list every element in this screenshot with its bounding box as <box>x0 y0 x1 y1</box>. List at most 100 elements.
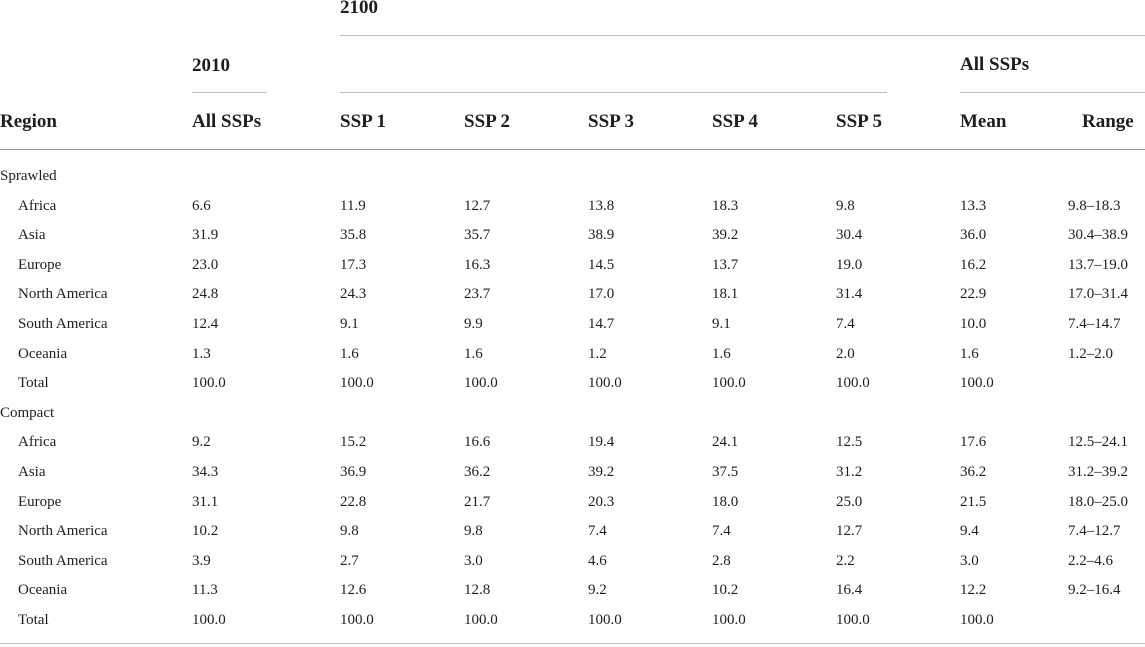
column-header-ssp5: SSP 5 <box>836 111 882 132</box>
cell-ssp2: 12.7 <box>464 197 491 214</box>
cell-all-ssps-2010: 23.0 <box>192 256 219 273</box>
cell-mean: 16.2 <box>960 256 987 273</box>
cell-ssp5: 31.2 <box>836 464 863 480</box>
cell-ssp2: 100.0 <box>464 375 498 392</box>
cell-ssp2: 100.0 <box>464 612 498 628</box>
column-header-region: Region <box>0 111 57 132</box>
cell-ssp1: 100.0 <box>340 375 374 392</box>
cell-region: Asia <box>18 227 46 244</box>
cell-ssp3: 1.2 <box>588 345 607 362</box>
column-header-ssp3: SSP 3 <box>588 111 634 132</box>
cell-ssp4: 2.8 <box>712 552 731 569</box>
cell-region: Asia <box>18 464 46 480</box>
cell-ssp3: 39.2 <box>588 464 615 480</box>
column-header-ssp1: SSP 1 <box>340 111 386 132</box>
cell-range: 7.4–14.7 <box>1068 316 1121 332</box>
cell-ssp2: 35.7 <box>464 227 491 244</box>
cell-mean: 10.0 <box>960 316 987 332</box>
cell-region: Total <box>18 375 49 392</box>
cell-ssp1: 1.6 <box>340 345 359 362</box>
cell-ssp4: 39.2 <box>712 227 739 244</box>
column-header-ssp2: SSP 2 <box>464 111 510 132</box>
cell-ssp2: 23.7 <box>464 286 491 303</box>
cell-region: Africa <box>18 197 57 214</box>
cell-mean: 100.0 <box>960 375 994 392</box>
cell-all-ssps-2010: 100.0 <box>192 375 226 392</box>
column-header-2010-all-ssps: All SSPs <box>192 111 262 132</box>
cell-region: South America <box>18 316 108 332</box>
cell-all-ssps-2010: 6.6 <box>192 197 211 214</box>
cell-ssp1: 2.7 <box>340 552 359 569</box>
cell-ssp4: 13.7 <box>712 256 739 273</box>
cell-ssp5: 16.4 <box>836 582 863 599</box>
cell-ssp5: 2.0 <box>836 345 855 362</box>
header-rule-all-ssps <box>960 92 1145 93</box>
cell-ssp3: 20.3 <box>588 493 615 510</box>
cell-all-ssps-2010: 31.9 <box>192 227 219 244</box>
cell-ssp2: 12.8 <box>464 582 491 599</box>
header-year-2010: 2010 <box>192 55 230 76</box>
cell-ssp4: 18.3 <box>712 197 739 214</box>
cell-ssp1: 100.0 <box>340 612 374 628</box>
cell-mean: 36.0 <box>960 227 987 244</box>
cell-ssp5: 7.4 <box>836 316 855 332</box>
cell-ssp3: 100.0 <box>588 612 622 628</box>
cell-ssp1: 36.9 <box>340 464 367 480</box>
cell-mean: 13.3 <box>960 197 987 214</box>
cell-ssp1: 11.9 <box>340 197 366 214</box>
column-header-mean: Mean <box>960 111 1007 132</box>
cell-ssp2: 1.6 <box>464 345 483 362</box>
cell-ssp1: 24.3 <box>340 286 367 303</box>
cell-all-ssps-2010: 24.8 <box>192 286 219 303</box>
cell-ssp5: 9.8 <box>836 197 855 214</box>
header-rule-2100 <box>340 35 1145 36</box>
cell-ssp5: 30.4 <box>836 227 863 244</box>
cell-region: Africa <box>18 434 57 451</box>
cell-all-ssps-2010: 100.0 <box>192 612 226 628</box>
cell-ssp3: 19.4 <box>588 434 615 451</box>
cell-ssp4: 9.1 <box>712 316 731 332</box>
cell-ssp5: 12.5 <box>836 434 863 451</box>
cell-ssp3: 9.2 <box>588 582 607 599</box>
cell-ssp4: 18.1 <box>712 286 739 303</box>
cell-range: 18.0–25.0 <box>1068 493 1128 510</box>
header-year-2100: 2100 <box>340 0 378 18</box>
cell-all-ssps-2010: 9.2 <box>192 434 211 451</box>
cell-range: 12.5–24.1 <box>1068 434 1128 451</box>
cell-ssp3: 17.0 <box>588 286 615 303</box>
group-label: Sprawled <box>0 168 57 184</box>
cell-mean: 36.2 <box>960 464 987 480</box>
cell-region: Europe <box>18 256 62 273</box>
column-header-ssp4: SSP 4 <box>712 111 758 132</box>
cell-range: 17.0–31.4 <box>1068 286 1128 303</box>
cell-all-ssps-2010: 34.3 <box>192 464 219 480</box>
cell-ssp4: 100.0 <box>712 375 746 392</box>
cell-ssp2: 9.8 <box>464 523 483 540</box>
cell-region: Oceania <box>18 582 68 599</box>
cell-range: 30.4–38.9 <box>1068 227 1128 244</box>
cell-ssp2: 3.0 <box>464 552 483 569</box>
cell-ssp3: 14.5 <box>588 256 615 273</box>
cell-mean: 12.2 <box>960 582 987 599</box>
cell-ssp3: 38.9 <box>588 227 615 244</box>
cell-ssp2: 16.6 <box>464 434 491 451</box>
cell-ssp5: 25.0 <box>836 493 863 510</box>
cell-ssp2: 36.2 <box>464 464 491 480</box>
cell-ssp5: 100.0 <box>836 375 870 392</box>
cell-region: Europe <box>18 493 62 510</box>
column-header-range: Range <box>1082 111 1134 132</box>
cell-all-ssps-2010: 11.3 <box>192 582 218 599</box>
header-all-ssps-group: All SSPs <box>960 54 1030 75</box>
cell-ssp3: 4.6 <box>588 552 607 569</box>
cell-ssp4: 10.2 <box>712 582 739 599</box>
cell-ssp1: 12.6 <box>340 582 367 599</box>
cell-ssp3: 13.8 <box>588 197 615 214</box>
cell-mean: 9.4 <box>960 523 979 540</box>
cell-range: 2.2–4.6 <box>1068 552 1113 569</box>
cell-all-ssps-2010: 10.2 <box>192 523 219 540</box>
cell-mean: 17.6 <box>960 434 987 451</box>
header-rule-ssps <box>340 92 887 93</box>
cell-ssp1: 17.3 <box>340 256 367 273</box>
cell-all-ssps-2010: 3.9 <box>192 552 211 569</box>
cell-range: 1.2–2.0 <box>1068 345 1113 362</box>
